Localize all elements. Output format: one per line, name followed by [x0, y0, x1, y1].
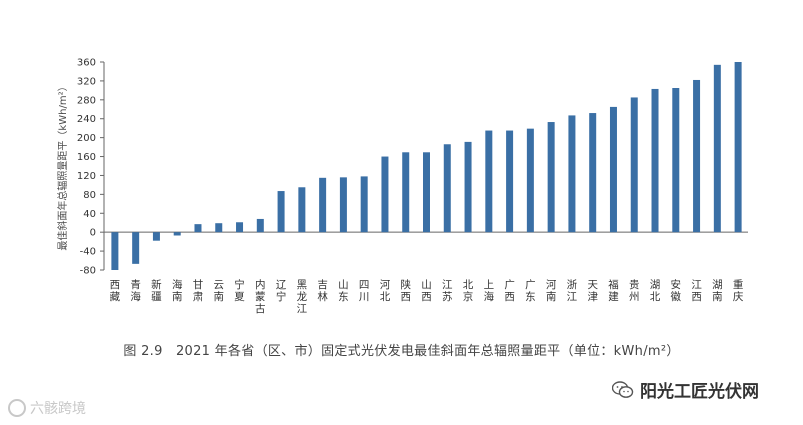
x-category-label: 黑龙江 — [297, 279, 308, 315]
y-axis-label: 最佳斜面年总辐照量距平（kWh/m²） — [56, 81, 69, 250]
x-category-label: 福建 — [608, 278, 619, 303]
bar — [630, 97, 638, 233]
x-category-label: 广西 — [504, 279, 515, 303]
x-category-label: 江西 — [691, 279, 702, 303]
bars-layer — [111, 62, 742, 270]
x-category-label: 贵州 — [629, 278, 640, 303]
bar — [256, 218, 264, 233]
x-category-label: 山西 — [421, 279, 432, 303]
watermark-right-text: 阳光工匠光伏网 — [640, 382, 759, 402]
x-category-label: 云南 — [214, 279, 225, 303]
x-category-label: 河北 — [380, 279, 391, 303]
bar — [713, 64, 721, 233]
x-category-label: 宁夏 — [234, 278, 245, 303]
cc-logo-icon — [8, 399, 26, 417]
bar — [672, 88, 680, 233]
x-category-label: 天津 — [587, 279, 598, 303]
bar — [132, 232, 140, 264]
x-category-label: 湖北 — [650, 279, 661, 303]
x-category-label: 山东 — [338, 279, 349, 303]
x-category-label: 安徽 — [671, 278, 682, 303]
x-category-label: 北京 — [463, 279, 474, 303]
y-tick-label: 240 — [77, 114, 96, 125]
bar — [402, 152, 410, 233]
y-tick-label: -40 — [80, 247, 96, 258]
x-category-label: 陕西 — [400, 278, 411, 303]
figure-caption: 图 2.9 2021 年各省（区、市）固定式光伏发电最佳斜面年总辐照量距平（单位… — [123, 344, 680, 359]
bar — [381, 156, 389, 233]
bar — [236, 222, 244, 233]
bar — [526, 128, 534, 233]
y-tick-label: 40 — [83, 209, 96, 220]
wechat-icon — [612, 380, 634, 398]
bar — [734, 62, 742, 233]
bar — [693, 79, 701, 233]
bar — [173, 232, 181, 236]
bar — [423, 152, 430, 233]
watermark-left: 六骸跨境 — [8, 398, 86, 418]
y-tick-label: 320 — [77, 76, 96, 87]
x-category-label: 吉林 — [317, 279, 328, 303]
bar — [152, 232, 160, 241]
y-tick-label: 80 — [83, 190, 96, 201]
x-category-label: 甘肃 — [193, 278, 204, 303]
x-category-label: 西藏 — [110, 279, 121, 303]
bar — [339, 177, 347, 233]
y-tick-label: 0 — [90, 228, 96, 239]
watermark-left-text: 六骸跨境 — [30, 401, 86, 417]
bar — [360, 176, 368, 233]
x-category-label: 海南 — [172, 278, 183, 303]
x-category-label: 湖南 — [712, 279, 723, 303]
bar — [319, 177, 327, 233]
bar — [568, 115, 576, 233]
bar — [651, 88, 659, 233]
x-category-label: 重庆 — [733, 278, 744, 303]
bar — [277, 191, 285, 233]
bar — [589, 113, 597, 233]
y-tick-label: 280 — [77, 95, 96, 106]
x-category-label: 青海 — [130, 278, 141, 303]
x-category-label: 四川 — [359, 279, 370, 303]
labels-layer: -80 -40 0 40 80 120 160 200 240 280 320 360 西藏青海新疆海南… — [77, 58, 744, 316]
bar — [111, 232, 119, 270]
x-category-label: 浙江 — [567, 279, 578, 303]
y-tick-label: -80 — [80, 266, 96, 277]
bar-chart: -80 -40 0 40 80 120 160 200 240 280 320 360 西藏青海新疆海南… — [56, 58, 748, 316]
bar — [547, 122, 555, 233]
bar — [194, 224, 202, 233]
y-tick-label: 200 — [77, 133, 96, 144]
x-category-label: 江苏 — [442, 279, 453, 303]
x-category-label: 新疆 — [151, 278, 162, 303]
x-category-label: 广东 — [525, 279, 536, 303]
bar — [464, 141, 472, 233]
x-category-label: 辽宁 — [276, 279, 287, 303]
bar — [609, 106, 617, 233]
bar — [506, 130, 514, 233]
bar — [215, 223, 223, 233]
watermark-right: 阳光工匠光伏网 — [612, 377, 759, 402]
y-tick-label: 160 — [77, 152, 96, 163]
y-tick-label: 120 — [77, 171, 96, 182]
y-tick-label: 360 — [77, 58, 96, 69]
bar — [298, 187, 306, 233]
bar — [443, 144, 451, 233]
x-category-label: 内蒙古 — [255, 278, 266, 315]
x-category-label: 上海 — [484, 279, 495, 303]
x-category-label: 河南 — [546, 279, 557, 303]
bar — [485, 130, 493, 233]
